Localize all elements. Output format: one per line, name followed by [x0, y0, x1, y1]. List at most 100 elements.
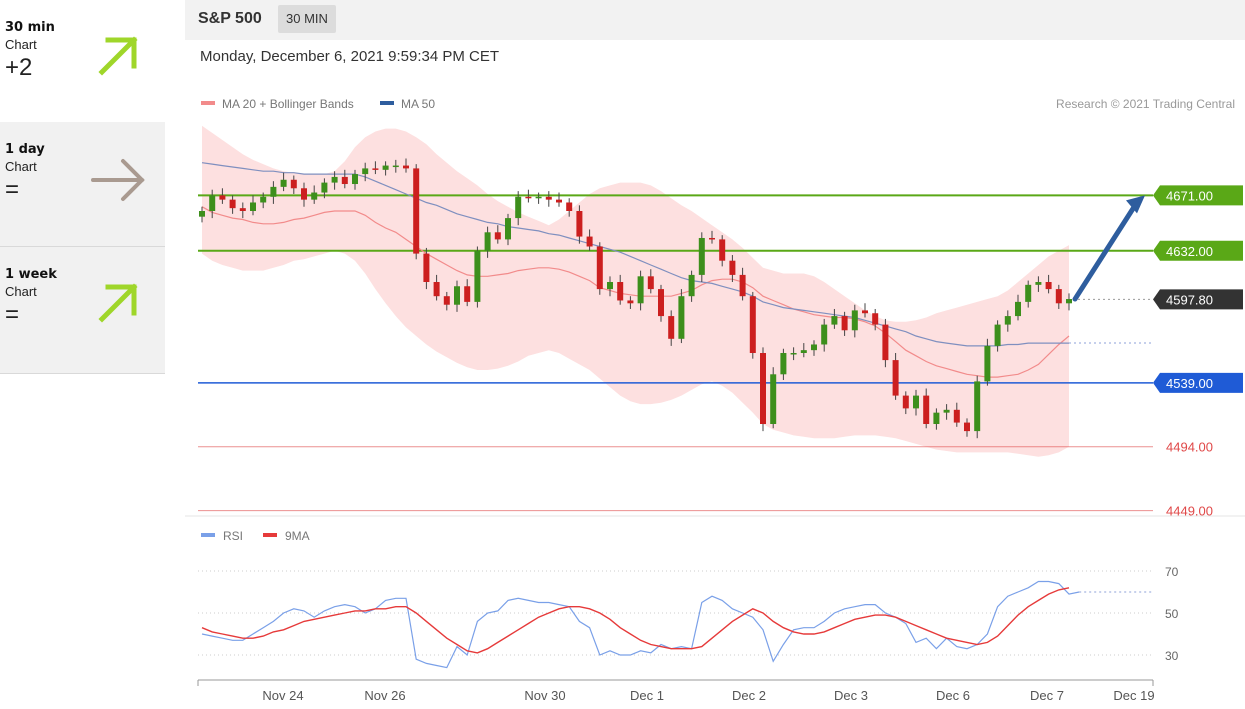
timeframe-chart-link[interactable]: Chart	[5, 37, 37, 52]
candle-body	[352, 174, 358, 185]
rsi-tick-label: 30	[1165, 649, 1179, 663]
ma50-legend-label: MA 50	[401, 97, 435, 111]
timeframe-30min[interactable]: 30 min Chart +2	[0, 0, 165, 125]
ma20-legend-label: MA 20 + Bollinger Bands	[222, 97, 354, 111]
candle-body	[1066, 299, 1072, 304]
candle-body	[209, 195, 216, 211]
candle-body	[923, 395, 930, 424]
candle-body	[668, 316, 675, 339]
candle-body	[821, 324, 828, 345]
candle-body	[882, 324, 889, 361]
candle-body	[392, 165, 399, 168]
level-tag	[1153, 240, 1243, 261]
timeframe-name: 1 week	[5, 267, 57, 282]
chart-timestamp: Monday, December 6, 2021 9:59:34 PM CET	[200, 48, 500, 65]
time-tick-label: Dec 3	[834, 688, 868, 703]
level-label: 4449.00	[1166, 504, 1213, 519]
candle-body	[1045, 282, 1052, 290]
ma20-legend-swatch	[201, 101, 215, 105]
right-arrow-icon	[91, 159, 145, 201]
signal-sidebar: 30 min Chart +2 1 day Chart = 1 week Cha…	[0, 0, 165, 709]
timeframe-1week[interactable]: 1 week Chart =	[0, 247, 165, 374]
candle-body	[454, 286, 460, 305]
candlesticks	[199, 158, 1072, 439]
candle-body	[239, 208, 246, 211]
ma20-line	[201, 206, 1070, 378]
rsi-ma-line	[201, 587, 1070, 654]
candle-body	[862, 310, 868, 314]
time-tick-label: Nov 30	[524, 688, 565, 703]
candle-body	[229, 199, 236, 209]
candle-body	[984, 345, 991, 382]
candle-body	[953, 409, 960, 423]
candle-body	[331, 176, 338, 183]
candle-body	[586, 236, 593, 247]
research-credit: Research © 2021 Trading Central	[1056, 97, 1235, 111]
candle-body	[964, 422, 970, 432]
ma50-legend-swatch	[380, 101, 394, 105]
candle-body	[1055, 289, 1062, 304]
timeframe-score: =	[5, 176, 20, 203]
forecast-arrow-line	[1072, 199, 1140, 302]
candle-body	[443, 296, 450, 305]
timeframe-chart-link[interactable]: Chart	[5, 284, 37, 299]
rsi-ma-legend-label: 9MA	[285, 529, 310, 543]
rsi-tick-label: 50	[1165, 607, 1179, 621]
chart-header: S&P 500 30 MIN	[185, 0, 1245, 40]
forecast-arrow-head	[1126, 195, 1145, 214]
time-tick-label: Dec 1	[630, 688, 664, 703]
time-tick-label: Dec 6	[936, 688, 970, 703]
timeframe-chart-link[interactable]: Chart	[5, 159, 37, 174]
candle-body	[494, 232, 501, 240]
candle-body	[841, 316, 848, 331]
candle-body	[1015, 301, 1021, 317]
candle-body	[749, 296, 756, 353]
timeframe-score: +2	[5, 54, 33, 81]
level-tag	[1153, 372, 1243, 393]
level-tag	[1153, 185, 1243, 206]
candle-body	[515, 196, 522, 219]
candle-body	[403, 165, 409, 169]
candle-body	[800, 350, 807, 353]
timeframe-badge[interactable]: 30 MIN	[278, 5, 336, 33]
level-tag	[1153, 289, 1243, 310]
candle-body	[413, 168, 420, 254]
candle-body	[321, 182, 328, 193]
candle-body	[576, 211, 583, 237]
price-levels	[198, 194, 1153, 512]
candle-body	[362, 168, 369, 175]
candle-body	[729, 260, 736, 275]
candle-body	[637, 276, 644, 304]
candle-body	[545, 196, 552, 200]
rsi-panel: 70 50 30	[198, 565, 1179, 669]
candle-body	[290, 179, 297, 189]
timeframe-1day[interactable]: 1 day Chart =	[0, 122, 165, 247]
candle-body	[423, 253, 430, 282]
candle-body	[566, 202, 573, 211]
candle-body	[505, 218, 511, 240]
up-arrow-icon	[98, 283, 138, 323]
candle-body	[688, 274, 695, 297]
level-label: 4597.80	[1166, 292, 1213, 307]
rsi-legend-swatch	[201, 533, 215, 537]
candle-body	[913, 395, 919, 409]
candle-body	[260, 196, 267, 203]
candle-body	[301, 188, 307, 200]
price-chart[interactable]: 4671.00 4632.00 4597.80 4539.00 4494.00 4449.…	[185, 0, 1245, 709]
candle-body	[933, 412, 940, 424]
candle-body	[617, 282, 624, 301]
rsi-line	[201, 580, 1080, 669]
candle-body	[433, 282, 440, 297]
rsi-tick-label: 70	[1165, 565, 1179, 579]
candle-body	[739, 274, 746, 297]
timeframe-name: 30 min	[5, 20, 55, 35]
candle-body	[994, 324, 1001, 346]
candle-body	[647, 276, 654, 290]
ma50-line	[201, 162, 1069, 347]
level-labels: 4671.00 4632.00 4597.80 4539.00 4494.00 4449.…	[1153, 185, 1243, 519]
moving-averages	[201, 162, 1070, 378]
candle-body	[219, 195, 226, 200]
candle-body	[199, 211, 205, 217]
time-tick-label: Dec 7	[1030, 688, 1064, 703]
candle-body	[535, 196, 542, 199]
